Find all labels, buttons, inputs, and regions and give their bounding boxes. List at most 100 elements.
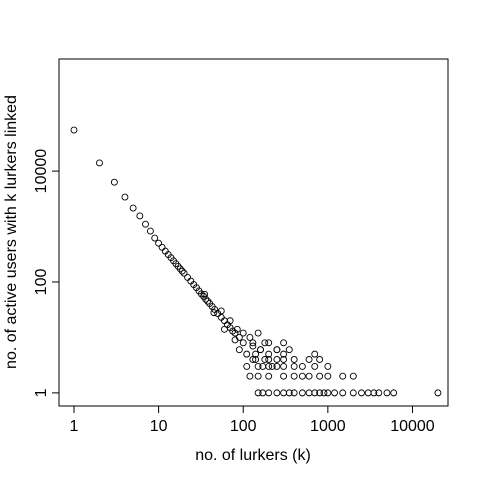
x-axis-label: no. of lurkers (k) — [195, 447, 311, 464]
point — [217, 307, 225, 315]
point — [235, 346, 243, 354]
point — [280, 389, 288, 397]
point — [265, 350, 273, 358]
point — [176, 265, 184, 273]
point — [254, 372, 262, 380]
point — [254, 362, 262, 370]
point — [383, 389, 391, 397]
point — [265, 362, 273, 370]
point — [252, 356, 260, 363]
point — [316, 389, 324, 397]
x-tick-label: 10000 — [390, 418, 435, 435]
point — [324, 362, 332, 370]
x-tick-label: 1000 — [310, 418, 346, 435]
point — [375, 389, 383, 397]
point — [290, 372, 298, 380]
point — [233, 325, 241, 333]
y-axis-label: no. of active users with k lurkers linke… — [3, 95, 20, 369]
point — [324, 372, 332, 380]
point — [349, 389, 357, 397]
point — [273, 356, 281, 363]
x-tick-label: 100 — [230, 418, 257, 435]
point — [155, 239, 163, 247]
point — [273, 346, 281, 354]
point — [305, 389, 313, 397]
point — [246, 333, 254, 341]
point — [229, 327, 237, 335]
point — [151, 234, 159, 242]
point — [298, 389, 306, 397]
point — [249, 339, 257, 347]
point — [280, 339, 288, 347]
point — [252, 350, 260, 358]
point — [254, 329, 262, 337]
point — [320, 389, 328, 397]
point — [70, 126, 78, 134]
point — [305, 356, 313, 363]
point — [249, 356, 257, 363]
point — [280, 362, 288, 370]
x-tick-label: 10 — [150, 418, 168, 435]
point — [121, 193, 129, 201]
point — [364, 389, 372, 397]
point — [290, 389, 298, 397]
point — [204, 297, 212, 305]
point — [298, 362, 306, 370]
point — [285, 346, 293, 354]
point — [136, 212, 144, 220]
point — [316, 372, 324, 380]
point — [305, 372, 313, 380]
point — [311, 350, 319, 358]
point — [265, 339, 273, 347]
point — [221, 325, 228, 333]
point — [259, 389, 267, 397]
point — [178, 267, 186, 275]
y-tick-label: 100 — [33, 269, 50, 296]
point — [257, 346, 264, 354]
plot-box — [58, 58, 449, 407]
y-tick-label: 1 — [33, 388, 50, 397]
point — [280, 350, 288, 358]
x-tick-label: 1 — [70, 418, 79, 435]
point — [273, 362, 281, 370]
point — [202, 295, 210, 303]
point — [290, 356, 298, 363]
point — [158, 243, 166, 251]
point — [261, 339, 269, 347]
point — [246, 372, 254, 380]
point — [184, 273, 192, 281]
point — [142, 220, 149, 228]
point — [239, 339, 247, 347]
point — [285, 389, 293, 397]
point — [311, 362, 319, 370]
point — [243, 362, 251, 370]
point — [280, 372, 288, 380]
point — [201, 290, 209, 298]
point — [273, 389, 281, 397]
point — [339, 372, 347, 380]
point — [290, 362, 298, 370]
point — [231, 329, 239, 337]
point — [231, 336, 239, 344]
point — [180, 269, 188, 277]
point — [110, 178, 118, 186]
point — [316, 356, 324, 363]
point — [265, 372, 273, 380]
point — [239, 329, 247, 337]
point — [390, 389, 398, 397]
point — [349, 372, 357, 380]
point — [243, 350, 251, 358]
point — [311, 389, 319, 397]
point — [434, 389, 442, 397]
point — [280, 356, 288, 363]
point — [129, 204, 137, 212]
point — [331, 389, 338, 397]
point — [254, 389, 262, 397]
point — [249, 342, 257, 350]
y-tick-label: 10000 — [33, 149, 50, 194]
point — [268, 362, 276, 370]
point — [226, 317, 234, 325]
point — [265, 389, 273, 397]
point — [265, 356, 273, 363]
